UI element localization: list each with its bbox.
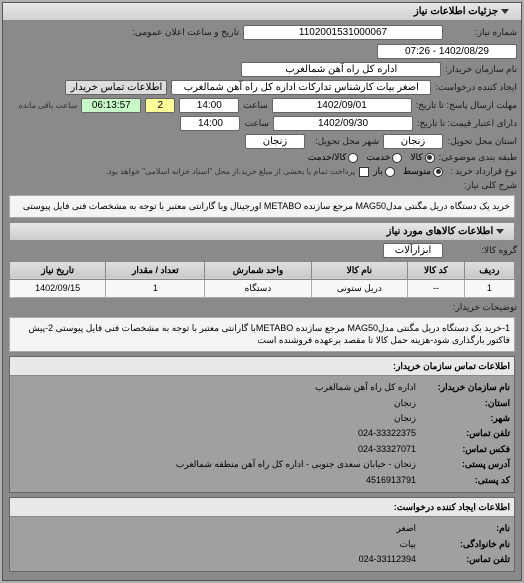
desc-text: خرید یک دستگاه دریل مگنتی مدلMAG50 مرجع … [9,195,515,218]
send-date-value: 1402/09/01 [272,98,412,113]
budget-label: طبقه بندی موضوعی: [439,152,517,163]
col-code: کد کالا [407,261,464,279]
goods-table: ردیف کد کالا نام کالا واحد شمارش تعداد /… [9,261,515,298]
cb-address-label: آدرس پستی: [420,457,510,471]
contact-buyer-title: اطلاعات تماس سازمان خریدار: [10,357,514,376]
radio-goods[interactable]: کالا [410,152,434,163]
extend-count: 2 [145,98,175,113]
cb-phone: 024-33322375 [358,426,416,440]
cr-name: اصغر [397,521,416,535]
cell-idx: 1 [464,279,514,297]
group-label: گروه کالا: [447,245,517,256]
requester-label: ایجاد کننده درخواست: [435,82,517,93]
cb-city-label: شهر: [420,411,510,425]
form-body: شماره نیاز: 1102001531000067 تاریخ و ساع… [3,21,521,580]
cb-phone-label: تلفن تماس: [420,426,510,440]
radio-open[interactable]: باز [373,166,395,177]
cb-org: اداره کل راه آهن شمالغرب [315,380,416,394]
delivery-city-value: زنجان [245,134,305,149]
checkbox-label: پرداخت تمام یا بخشی از مبلغ خرید،از محل … [106,167,355,176]
treasury-checkbox[interactable] [359,167,369,177]
valid-time-value: 14:00 [180,116,240,131]
cb-postal: 4516913791 [366,473,416,487]
panel-title: جزئیات اطلاعات نیاز [3,3,521,21]
cb-org-label: نام سازمان خریدار: [420,380,510,394]
remaining-label: ساعت باقی مانده [19,101,78,110]
group-value: ابزارآلات [383,243,443,258]
col-unit: واحد شمارش [205,261,311,279]
request-no-label: شماره نیاز: [447,27,517,38]
requester-value: اصغر بیات کارشناس تدارکات اداره کل راه آ… [171,80,431,95]
goods-section-title: اطلاعات کالاهای مورد نیاز [9,222,515,241]
delivery-state-value: زنجان [383,134,443,149]
cb-fax: 024-33327071 [358,442,416,456]
col-qty: تعداد / مقدار [106,261,205,279]
announce-label: تاریخ و ساعت اعلان عمومی: [132,27,239,38]
col-date: تاریخ نیاز [10,261,106,279]
contact-buyer-block: اطلاعات تماس سازمان خریدار: نام سازمان خ… [9,356,515,493]
cell-qty: 1 [106,279,205,297]
contact-requester-title: اطلاعات ایجاد کننده درخواست: [10,498,514,517]
radio-both[interactable]: کالا/خدمت [308,152,359,163]
cr-family: بیات [400,537,416,551]
valid-date-value: 1402/09/30 [273,116,413,131]
col-name: نام کالا [311,261,407,279]
cr-name-label: نام: [420,521,510,535]
cb-postal-label: کد پستی: [420,473,510,487]
cb-state: زنجان [394,396,416,410]
cb-address: زنجان - خیابان سعدی جنوبی - اداره کل راه… [176,457,416,471]
cb-fax-label: فکس تماس: [420,442,510,456]
send-time-value: 14:00 [179,98,239,113]
cr-family-label: نام خانوادگی: [420,537,510,551]
cell-name: دریل ستونی [311,279,407,297]
col-idx: ردیف [464,261,514,279]
cell-date: 1402/09/15 [10,279,106,297]
chevron-down-icon [496,229,504,234]
panel-title-text: جزئیات اطلاعات نیاز [414,6,498,17]
cr-phone-label: تلفن تماس: [420,552,510,566]
chevron-down-icon [501,9,509,14]
delivery-state-label: استان محل تحویل: [447,136,517,147]
cb-state-label: استان: [420,396,510,410]
announce-value: 1402/08/29 - 07:26 [377,44,517,59]
contact-buyer-button[interactable]: اطلاعات تماس خریدار [65,80,167,95]
send-time-label: ساعت [243,100,268,111]
cell-unit: دستگاه [205,279,311,297]
contact-requester-block: اطلاعات ایجاد کننده درخواست: نام: اصغر نا… [9,497,515,573]
main-panel: جزئیات اطلاعات نیاز شماره نیاز: 11020015… [2,2,522,581]
remaining-time: 06:13:57 [81,98,141,113]
cb-city: زنجان [394,411,416,425]
buyer-org-label: نام سازمان خریدار: [445,64,517,75]
buyer-notes-text: 1-خرید یک دستگاه دریل مگنتی مدلMAG50 مرج… [9,317,515,352]
valid-until-label: دارای اعتبار قیمت: تا تاریخ: [417,118,517,129]
buyer-notes-label: توضیحات خریدار: [447,302,517,313]
radio-service[interactable]: خدمت [366,152,402,163]
cr-phone: 024-33112394 [359,552,416,566]
table-row[interactable]: 1 -- دریل ستونی دستگاه 1 1402/09/15 [10,279,515,297]
contract-radio-group: متوسط باز [373,166,443,177]
cell-code: -- [407,279,464,297]
buyer-org-value: اداره کل راه آهن شمالغرب [241,62,441,77]
request-no-value: 1102001531000067 [243,25,443,40]
valid-time-label: ساعت [244,118,269,129]
type-radio-group: کالا خدمت کالا/خدمت [308,152,435,163]
send-deadline-label: مهلت ارسال پاسخ: تا تاریخ: [416,100,517,111]
desc-label: شرح کلی نیاز: [447,180,517,191]
radio-medium[interactable]: متوسط [403,166,443,177]
delivery-city-label: شهر محل تحویل: [309,136,379,147]
agreement-label: نوع قرارداد خرید : [447,166,517,177]
